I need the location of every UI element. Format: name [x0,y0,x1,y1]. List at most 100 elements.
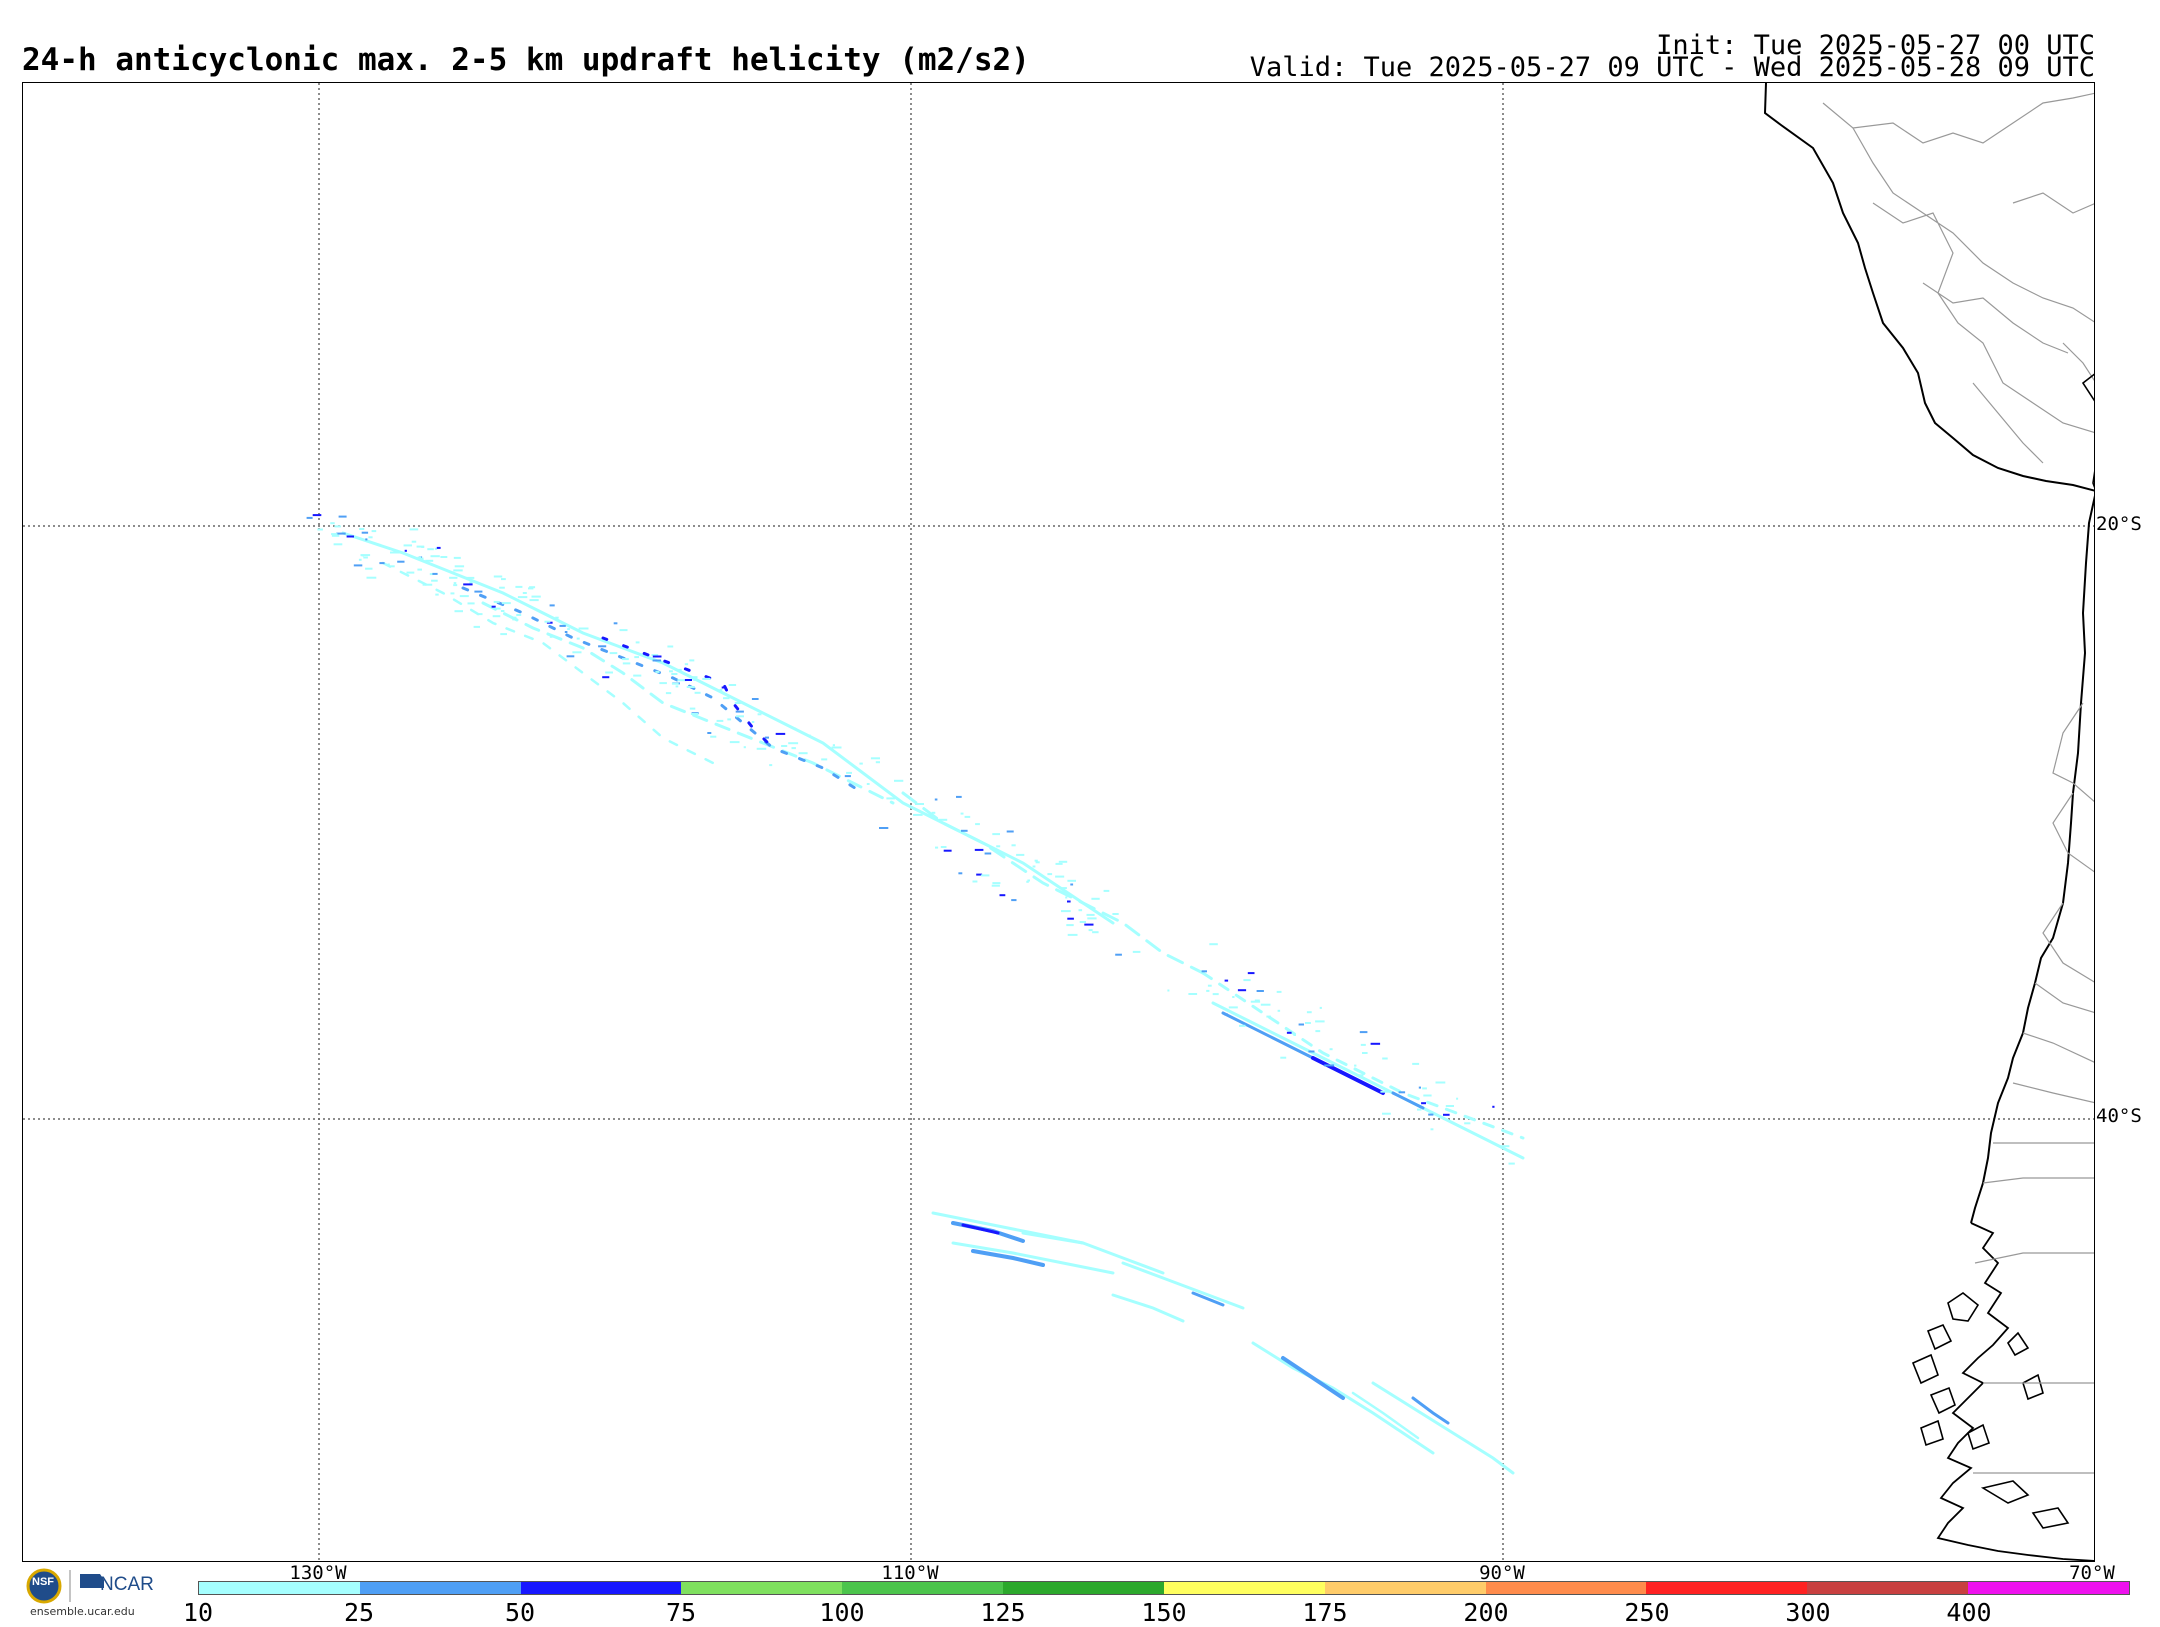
helicity-cell [602,676,610,679]
helicity-cell [564,631,568,633]
helicity-cell [728,684,737,686]
helicity-cell [1079,921,1086,923]
helicity-cell [411,540,417,543]
helicity-cell [454,610,463,613]
helicity-cell [453,582,457,585]
helicity-cell [844,775,851,778]
helicity-cell [361,531,369,534]
helicity-cell [1370,1042,1381,1045]
andes-line [2081,373,2094,488]
helicity-cell [821,758,828,761]
helicity-cell [404,549,407,552]
helicity-cell [1115,953,1122,956]
helicity-cell [1443,1113,1450,1116]
helicity-cell [1319,1006,1322,1009]
scattered-cells [306,514,1515,1165]
helicity-cell [436,546,441,549]
helicity-cell [432,572,438,575]
helicity-cell [1508,1162,1515,1165]
helicity-cell [368,536,373,539]
helicity-cell [613,622,618,625]
helicity-cell [788,742,799,745]
helicity-cell [1035,861,1040,864]
helicity-cell [1065,896,1068,899]
helicity-cell [769,764,773,767]
helicity-cell [513,616,517,619]
helicity-cell [743,746,746,749]
helicity-cell [1167,989,1170,992]
helicity-cell [1256,990,1264,992]
helicity-cell [501,602,511,605]
helicity-cell [1280,1056,1287,1059]
helicity-cell [684,679,692,681]
colorbar-label: 300 [1785,1598,1831,1627]
helicity-cell [972,880,978,883]
helicity-cell [366,576,377,579]
helicity-cell [609,652,618,655]
helicity-cell [465,576,475,579]
helicity-cell [1103,889,1110,892]
helicity-cell [675,685,679,688]
helicity-cell [1423,1094,1432,1097]
colorbar-segment [1163,1582,1325,1594]
helicity-cell [312,514,322,517]
helicity-cell [980,874,990,877]
helicity-cell [684,663,689,666]
helicity-cell [689,707,696,710]
helicity-cell [671,682,679,685]
helicity-cell [651,654,659,657]
colorbar-segment [1003,1582,1164,1594]
helicity-cell [1224,979,1229,982]
helicity-cell [976,873,983,876]
helicity-cell [1228,1006,1238,1009]
helicity-cell [431,579,438,582]
helicity-cell [1276,990,1282,993]
helicity-cell [1428,1113,1434,1116]
swath-south-e [1111,1293,1185,1323]
helicity-cell [353,564,363,567]
helicity-cell [430,555,440,558]
lon-label-70w: 70°W [2069,1562,2115,1584]
swath-north-b [481,601,895,805]
helicity-cell [1132,950,1141,953]
swath-south-f [1251,1341,1435,1455]
helicity-cell [1398,1091,1406,1094]
helicity-cell [1055,875,1065,878]
helicity-cell [390,551,400,554]
nsf-logo-icon [26,1568,104,1604]
helicity-cell [943,849,952,852]
helicity-cell [719,688,723,691]
helicity-cell [677,679,687,682]
ncar-logo-text: NCAR [100,1574,154,1595]
colorbar-label: 75 [665,1598,697,1627]
lon-label-110w: 110°W [881,1562,939,1584]
helicity-cell [544,620,551,623]
helicity-cell [1091,897,1100,900]
helicity-cell [992,833,1000,836]
helicity-cell [1066,924,1074,927]
helicity-cell [331,534,340,537]
helicity-cell [576,637,580,640]
helicity-cell [1188,993,1198,995]
helicity-cell [674,668,682,671]
helicity-cell [1380,1090,1390,1093]
helicity-cell [1305,1022,1311,1024]
helicity-cell [555,616,559,619]
lat-label-40s-outer: 40°S [2096,1105,2142,1127]
colorbar-segment [842,1582,1004,1594]
helicity-cell [1034,859,1038,862]
interior-borders [1822,92,2094,1474]
helicity-cell [635,641,640,644]
swath-mid-c [1211,1001,1525,1160]
helicity-cell [363,556,368,559]
helicity-cell [306,516,313,519]
helicity-cell [417,568,422,571]
colorbar-segment [520,1582,682,1594]
helicity-cell [870,757,880,760]
helicity-cell [781,745,788,747]
colorbar-segment [1807,1582,1969,1594]
helicity-cell [453,556,461,559]
helicity-cell [1417,1108,1422,1111]
helicity-cell [1260,1003,1271,1006]
helicity-cell [1382,1057,1388,1060]
